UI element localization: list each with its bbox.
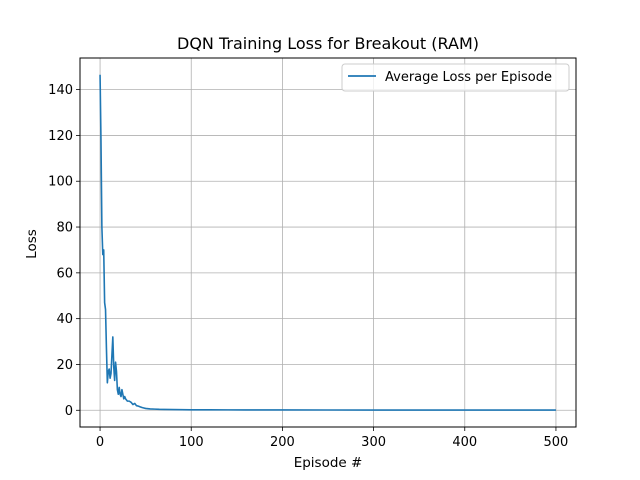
y-tick-label: 20 — [56, 358, 73, 373]
grid-lines — [80, 58, 576, 427]
x-tick-label: 500 — [544, 435, 569, 450]
y-tick-label: 120 — [48, 129, 73, 144]
y-tick-label: 40 — [56, 312, 73, 327]
x-tick-label: 100 — [179, 435, 204, 450]
series-line-average-loss — [99, 74, 556, 411]
x-axis-label: Episode # — [294, 455, 363, 471]
x-tick-label: 200 — [270, 435, 295, 450]
legend-box — [341, 63, 570, 92]
y-tick-label: 140 — [48, 83, 73, 98]
x-tick-label: 300 — [361, 435, 386, 450]
x-tick-label: 0 — [96, 435, 104, 450]
y-tick-label: 60 — [56, 266, 73, 281]
plot-frame — [79, 57, 577, 428]
x-axis-ticks: 0 100 200 300 400 500 — [96, 427, 568, 450]
x-tick-label: 400 — [452, 435, 477, 450]
y-axis-ticks: 0 20 40 60 80 100 120 140 — [48, 83, 80, 419]
y-tick-label: 100 — [48, 175, 73, 190]
y-tick-label: 0 — [65, 404, 73, 419]
chart-title: DQN Training Loss for Breakout (RAM) — [177, 34, 479, 53]
y-axis-label: Loss — [24, 229, 40, 259]
y-tick-label: 80 — [56, 221, 73, 236]
legend-label-average-loss: Average Loss per Episode — [385, 70, 552, 85]
series-lines — [99, 74, 556, 411]
legend: Average Loss per Episode — [341, 63, 570, 92]
